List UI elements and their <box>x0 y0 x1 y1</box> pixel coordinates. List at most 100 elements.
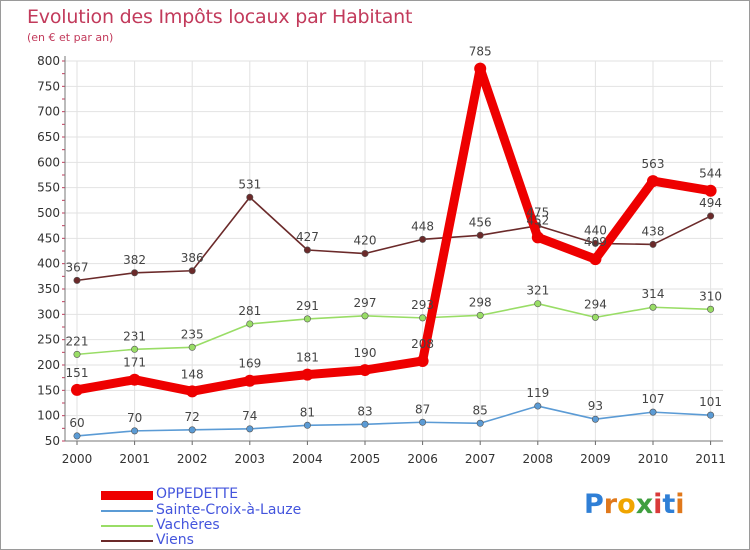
data-point-viens <box>419 235 427 243</box>
series-line-oppedette <box>72 64 716 396</box>
x-tick-label: 2001 <box>119 452 150 466</box>
data-point-oppedette <box>647 175 659 188</box>
proxiti-logo: Proxiti <box>584 489 685 520</box>
data-label-vacheres: 235 <box>181 327 204 341</box>
data-point-sainte-croix-a-lauze <box>246 425 254 433</box>
x-tick-label: 2011 <box>695 452 726 466</box>
data-point-vacheres <box>707 305 715 313</box>
data-label-sainte-croix-a-lauze: 101 <box>699 395 722 409</box>
chart-title: Evolution des Impôts locaux par Habitant <box>27 6 413 28</box>
y-tick-label: 100 <box>37 409 60 423</box>
data-label-oppedette: 452 <box>526 213 549 227</box>
data-point-oppedette <box>301 368 314 381</box>
y-tick-label: 550 <box>37 181 60 195</box>
data-point-sainte-croix-a-lauze <box>188 426 196 434</box>
x-tick-label: 2010 <box>638 452 669 466</box>
data-point-viens <box>361 250 369 258</box>
data-label-sainte-croix-a-lauze: 85 <box>473 403 488 417</box>
logo-letter: r <box>603 489 618 520</box>
data-label-sainte-croix-a-lauze: 74 <box>242 409 257 423</box>
data-point-vacheres <box>246 320 254 328</box>
data-point-viens <box>476 231 484 239</box>
data-point-oppedette <box>359 364 371 377</box>
data-point-sainte-croix-a-lauze <box>361 420 369 428</box>
data-point-oppedette <box>416 354 429 367</box>
data-label-vacheres: 221 <box>66 334 89 348</box>
x-tick-label: 2000 <box>62 452 93 466</box>
data-label-oppedette: 544 <box>699 167 722 181</box>
data-label-sainte-croix-a-lauze: 81 <box>300 405 315 419</box>
data-point-viens <box>649 240 657 248</box>
data-label-viens: 448 <box>411 219 434 233</box>
data-point-vacheres <box>303 315 311 323</box>
y-tick-label: 200 <box>37 358 60 372</box>
data-label-vacheres: 314 <box>642 287 665 301</box>
data-point-oppedette <box>186 385 199 398</box>
data-label-viens: 386 <box>181 251 204 265</box>
data-label-sainte-croix-a-lauze: 87 <box>415 402 430 416</box>
logo-letter: P <box>584 489 604 520</box>
logo-letter: t <box>662 489 676 520</box>
data-point-viens <box>303 246 311 254</box>
data-label-vacheres: 293 <box>411 298 434 312</box>
data-point-oppedette <box>589 253 602 266</box>
data-point-viens <box>591 239 599 247</box>
data-label-oppedette: 409 <box>584 235 607 249</box>
data-label-viens: 531 <box>238 177 261 191</box>
data-point-vacheres <box>73 350 81 358</box>
data-label-oppedette: 181 <box>296 351 319 365</box>
legend-label-sainte-croix-a-lauze: Sainte-Croix-à-Lauze <box>156 502 302 518</box>
data-label-vacheres: 298 <box>469 295 492 309</box>
legend-label-oppedette: OPPEDETTE <box>156 486 239 502</box>
data-label-vacheres: 291 <box>296 299 319 313</box>
data-label-sainte-croix-a-lauze: 93 <box>588 399 603 413</box>
data-point-sainte-croix-a-lauze <box>534 402 542 410</box>
legend-swatch-viens <box>101 540 153 542</box>
data-point-oppedette <box>243 374 256 387</box>
data-point-oppedette <box>531 231 544 244</box>
y-tick-label: 800 <box>37 54 60 68</box>
data-label-sainte-croix-a-lauze: 107 <box>642 392 665 406</box>
data-label-viens: 367 <box>66 260 89 274</box>
data-label-viens: 440 <box>584 223 607 237</box>
data-label-oppedette: 190 <box>354 346 377 360</box>
data-label-oppedette: 171 <box>123 356 146 370</box>
data-label-vacheres: 281 <box>238 304 261 318</box>
data-label-vacheres: 294 <box>584 297 607 311</box>
y-tick-label: 250 <box>37 333 60 347</box>
legend-swatch-sainte-croix-a-lauze <box>101 510 153 512</box>
y-tick-label: 650 <box>37 130 60 144</box>
data-label-oppedette: 208 <box>411 337 434 351</box>
data-point-viens <box>246 193 254 201</box>
x-tick-label: 2003 <box>235 452 266 466</box>
data-point-sainte-croix-a-lauze <box>649 408 657 416</box>
data-point-sainte-croix-a-lauze <box>73 432 81 440</box>
data-point-sainte-croix-a-lauze <box>591 415 599 423</box>
series-line-vacheres <box>76 302 712 356</box>
data-point-viens <box>188 267 196 275</box>
data-label-sainte-croix-a-lauze: 119 <box>526 386 549 400</box>
data-label-sainte-croix-a-lauze: 70 <box>127 411 142 425</box>
series-line-sainte-croix-a-lauze <box>76 405 712 437</box>
data-point-sainte-croix-a-lauze <box>419 418 427 426</box>
logo-letter: x <box>635 489 654 520</box>
y-tick-label: 400 <box>37 257 60 271</box>
legend-swatch-vacheres <box>101 525 153 527</box>
legend-label-vacheres: Vachères <box>156 517 220 533</box>
logo-letter: i <box>653 489 663 520</box>
y-tick-label: 450 <box>37 231 60 245</box>
y-tick-label: 350 <box>37 282 60 296</box>
logo-letter: o <box>617 489 636 520</box>
data-point-sainte-croix-a-lauze <box>476 419 484 427</box>
data-point-oppedette <box>71 383 83 396</box>
data-label-viens: 494 <box>699 196 722 210</box>
x-tick-label: 2009 <box>580 452 611 466</box>
data-label-vacheres: 310 <box>699 289 722 303</box>
chart-subtitle: (en € et par an) <box>27 31 114 44</box>
data-point-vacheres <box>188 343 196 351</box>
data-point-sainte-croix-a-lauze <box>303 421 311 429</box>
data-label-viens: 382 <box>123 253 146 267</box>
data-label-viens: 427 <box>296 230 319 244</box>
y-tick-label: 600 <box>37 155 60 169</box>
